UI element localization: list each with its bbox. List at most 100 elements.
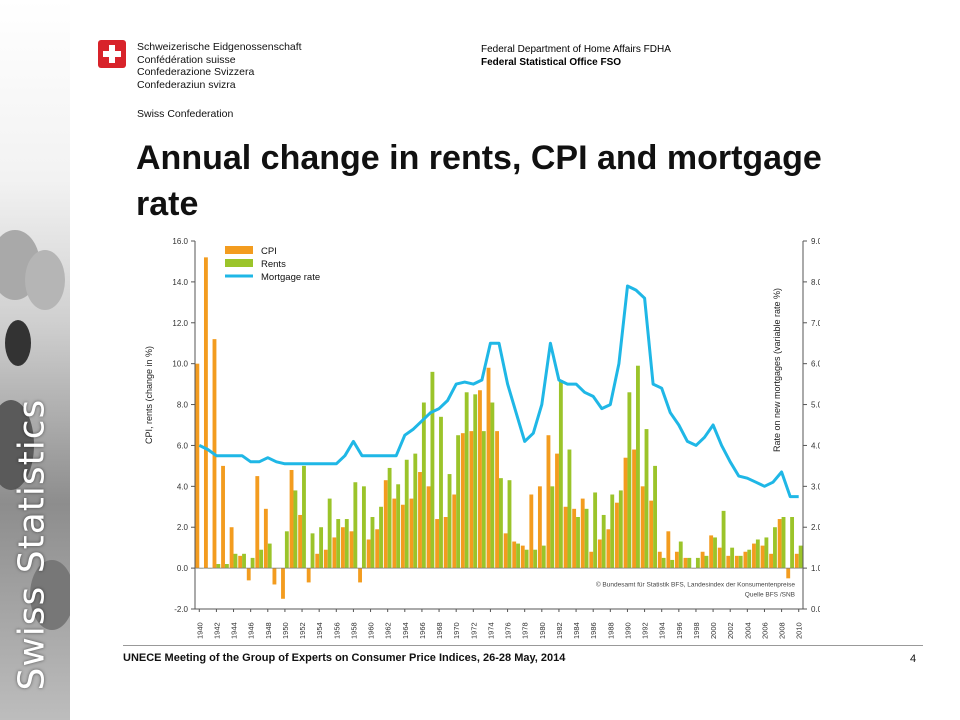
cpi-bar	[400, 504, 405, 569]
cpi-bar	[221, 465, 225, 569]
rents-bar	[524, 549, 529, 569]
rents-bar	[302, 465, 306, 569]
cpi-bar	[649, 500, 654, 569]
cpi-bar	[546, 435, 551, 569]
photo-figure	[30, 560, 70, 630]
x-tick-label: 1948	[264, 622, 273, 639]
x-tick-label: 2002	[726, 622, 735, 639]
x-tick-label: 1970	[452, 622, 461, 639]
cpi-bar	[281, 568, 285, 599]
cpi-bar	[195, 363, 200, 569]
x-tick-label: 1952	[298, 622, 307, 639]
cpi-bar	[409, 498, 414, 569]
x-tick-label: 1976	[504, 622, 513, 639]
cpi-bar	[306, 568, 311, 583]
rents-bar	[430, 371, 435, 569]
cpi-bar	[752, 543, 756, 569]
legend-swatch	[225, 246, 253, 254]
footer-meeting-text: UNECE Meeting of the Group of Experts on…	[123, 652, 566, 664]
cpi-bar	[435, 519, 440, 569]
cpi-bar	[777, 519, 782, 569]
x-tick-label: 1956	[332, 622, 341, 639]
office-name: Federal Statistical Office FSO	[481, 56, 622, 68]
rents-bar	[224, 564, 229, 569]
rents-bar	[721, 510, 726, 569]
rents-bar	[370, 517, 375, 569]
rents-bar	[713, 537, 717, 569]
rents-bar	[738, 555, 743, 569]
x-tick-label: 2010	[795, 622, 804, 639]
cpi-bar	[657, 551, 662, 569]
rents-bar	[379, 506, 383, 569]
slide-title: Annual change in rents, CPI and mortgage…	[136, 139, 822, 223]
confederation-names: Schweizerische Eidgenossenschaft Confédé…	[137, 41, 302, 91]
y2-tick-label: 9.0	[811, 237, 820, 246]
cpi-bar	[709, 535, 714, 569]
y-tick-label: 12.0	[172, 319, 188, 328]
y-tick-label: 14.0	[172, 278, 188, 287]
cpi-bar	[229, 527, 234, 569]
rents-bar	[216, 564, 221, 569]
rents-bar	[644, 429, 649, 569]
cpi-bar	[341, 527, 345, 569]
rents-bar	[618, 490, 623, 569]
x-tick-label: 1944	[230, 622, 239, 639]
y-tick-label: 4.0	[177, 482, 189, 491]
cpi-bar	[563, 506, 568, 569]
x-tick-label: 1998	[692, 622, 701, 639]
rents-bar	[541, 545, 546, 569]
cpi-bar	[589, 551, 594, 569]
cpi-bar	[255, 476, 260, 569]
y-tick-label: 10.0	[172, 360, 188, 369]
rents-bar	[233, 553, 238, 569]
cpi-bar	[734, 555, 739, 569]
rents-bar	[636, 365, 640, 569]
cpi-bar	[726, 555, 731, 569]
rents-bar	[267, 543, 272, 569]
rents-bar	[661, 557, 666, 569]
cpi-bar	[683, 557, 688, 569]
rents-bar	[413, 453, 418, 569]
cpi-bar	[572, 508, 577, 569]
cpi-bar	[794, 553, 799, 569]
x-tick-label: 1984	[572, 622, 581, 639]
cpi-bar	[323, 549, 328, 569]
rents-bar	[747, 549, 752, 569]
cpi-bar	[520, 545, 525, 569]
page-number: 4	[910, 653, 917, 665]
rents-bar	[653, 465, 657, 569]
cpi-bar	[452, 494, 457, 569]
y2-tick-label: 1.0	[811, 564, 820, 573]
rents-bar	[730, 547, 735, 569]
rents-bar	[250, 557, 255, 569]
rents-bar	[610, 494, 615, 569]
cpi-bar	[289, 469, 294, 569]
rents-bar	[550, 486, 555, 569]
y2-tick-label: 3.0	[811, 482, 820, 491]
y-tick-label: 2.0	[177, 523, 189, 532]
y2-tick-label: 2.0	[811, 523, 820, 532]
rents-bar	[678, 541, 683, 569]
legend-label: Rents	[261, 259, 286, 270]
cpi-bar	[375, 529, 380, 569]
cpi-bar	[315, 553, 320, 569]
x-tick-label: 1968	[435, 622, 444, 639]
x-tick-label: 1946	[247, 622, 256, 639]
rents-bar	[344, 519, 349, 569]
cpi-bar	[469, 431, 474, 569]
cpi-bar	[537, 486, 542, 569]
x-tick-label: 2000	[709, 622, 718, 639]
cpi-bar	[786, 568, 791, 579]
swiss-confederation-label: Swiss Confederation	[137, 108, 234, 120]
x-tick-label: 1996	[675, 622, 684, 639]
rents-bar	[361, 486, 366, 569]
y-tick-label: 8.0	[177, 401, 189, 410]
cpi-bar	[272, 568, 277, 585]
x-tick-label: 2006	[760, 622, 769, 639]
x-tick-label: 1986	[589, 622, 598, 639]
rents-bar	[764, 537, 769, 569]
cpi-bar	[743, 551, 748, 569]
rents-bar	[464, 392, 469, 569]
cpi-bar	[512, 541, 517, 569]
swiss-statistics-label: Swiss Statistics	[11, 398, 53, 691]
